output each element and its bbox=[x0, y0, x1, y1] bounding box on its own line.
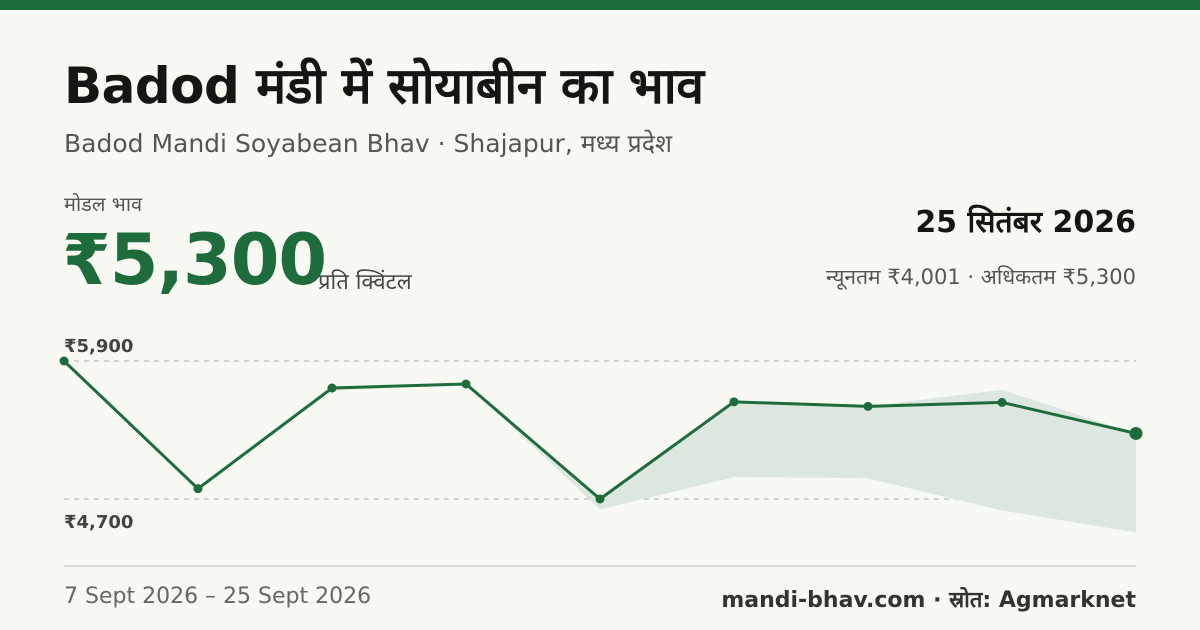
modal-price-label: मोडल भाव bbox=[64, 192, 143, 216]
modal-price-value: ₹5,300 bbox=[62, 219, 327, 301]
data-point bbox=[863, 401, 873, 411]
data-point bbox=[193, 484, 203, 494]
data-point bbox=[595, 494, 605, 504]
data-point bbox=[327, 383, 337, 393]
price-date: 25 सितंबर 2026 bbox=[915, 205, 1136, 240]
footer-source: mandi-bhav.com · स्रोत: Agmarknet bbox=[721, 588, 1136, 613]
min-max-band bbox=[64, 361, 1136, 533]
page-subtitle: Badod Mandi Soyabean Bhav · Shajapur, मध… bbox=[64, 129, 673, 158]
min-max-range: न्यूनतम ₹4,001 · अधिकतम ₹5,300 bbox=[826, 265, 1136, 289]
price-unit: प्रति क्विंटल bbox=[318, 270, 412, 295]
footer-date-range: 7 Sept 2026 – 25 Sept 2026 bbox=[64, 584, 372, 609]
data-point bbox=[1129, 426, 1143, 440]
data-point bbox=[997, 397, 1007, 407]
page-title: Badod मंडी में सोयाबीन का भाव bbox=[64, 57, 704, 115]
y-tick-label-min: ₹4,700 bbox=[64, 512, 133, 533]
footer-divider bbox=[64, 565, 1136, 567]
data-point bbox=[461, 379, 471, 389]
y-tick-label-max: ₹5,900 bbox=[64, 336, 133, 357]
top-accent-bar bbox=[0, 0, 1200, 10]
data-point bbox=[729, 397, 739, 407]
price-trend-chart: ₹5,900 ₹4,700 bbox=[59, 336, 1143, 533]
data-point bbox=[59, 356, 69, 366]
